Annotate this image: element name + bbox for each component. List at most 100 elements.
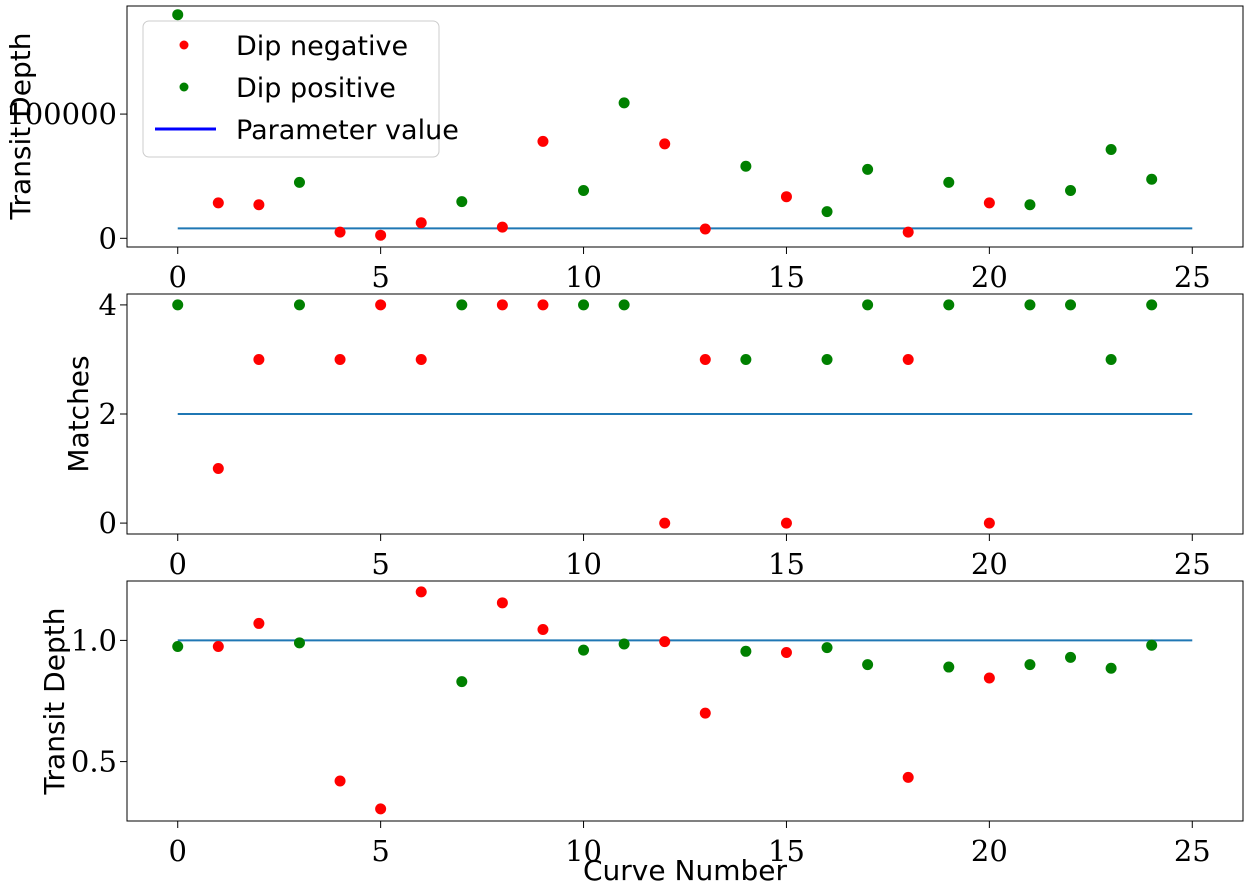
point-dip-negative (537, 135, 549, 147)
x-tick-label: 10 (565, 260, 602, 294)
point-dip-positive (293, 299, 305, 311)
point-dip-positive (618, 97, 630, 109)
point-dip-negative (212, 197, 224, 209)
point-dip-negative (537, 299, 549, 311)
y-axis-label: Matches (62, 355, 95, 472)
x-tick-label: 25 (1174, 260, 1211, 294)
point-dip-positive (293, 637, 305, 649)
y-axis-label: Transit Depth (4, 33, 37, 221)
point-dip-negative (699, 707, 711, 719)
x-tick-label: 15 (768, 260, 805, 294)
point-dip-positive (1065, 299, 1077, 311)
point-dip-negative (699, 223, 711, 235)
point-dip-positive (740, 645, 752, 657)
point-dip-negative (496, 597, 508, 609)
point-dip-negative (983, 197, 995, 209)
point-dip-positive (1105, 353, 1117, 365)
point-dip-negative (212, 463, 224, 475)
y-tick-label: 0.5 (71, 745, 117, 779)
point-dip-positive (1024, 299, 1036, 311)
point-dip-positive (578, 184, 590, 196)
legend: Dip negative Dip positive Parameter value (142, 20, 459, 158)
legend-marker (179, 40, 189, 50)
point-dip-positive (172, 640, 184, 652)
point-dip-positive (740, 160, 752, 172)
point-dip-negative (659, 517, 671, 529)
point-dip-positive (862, 659, 874, 671)
point-dip-negative (902, 226, 914, 238)
x-tick-label: 5 (371, 547, 389, 581)
y-tick-label: 2 (99, 397, 117, 431)
x-tick-label: 15 (768, 834, 805, 868)
point-dip-positive (862, 299, 874, 311)
plot-frame (126, 580, 1244, 822)
point-dip-positive (1105, 662, 1117, 674)
point-dip-positive (578, 299, 590, 311)
x-axis-label: Curve Number (583, 854, 787, 887)
point-dip-negative (415, 586, 427, 598)
point-dip-positive (618, 299, 630, 311)
point-dip-positive (943, 661, 955, 673)
y-tick-label: 4 (99, 288, 117, 322)
point-dip-negative (375, 229, 387, 241)
point-dip-positive (1024, 659, 1036, 671)
point-dip-positive (1146, 299, 1158, 311)
point-dip-positive (740, 353, 752, 365)
point-dip-negative (902, 771, 914, 783)
x-tick-label: 0 (169, 547, 187, 581)
point-dip-negative (334, 353, 346, 365)
point-dip-negative (659, 138, 671, 150)
point-dip-negative (334, 226, 346, 238)
point-dip-negative (780, 191, 792, 203)
point-dip-negative (212, 640, 224, 652)
point-dip-negative (253, 199, 265, 211)
point-dip-negative (375, 803, 387, 815)
legend-marker (179, 82, 189, 92)
x-tick-label: 25 (1174, 547, 1211, 581)
point-dip-negative (496, 221, 508, 233)
x-tick-label: 0 (169, 834, 187, 868)
point-dip-negative (415, 217, 427, 229)
point-dip-positive (1146, 173, 1158, 185)
point-dip-positive (618, 638, 630, 650)
y-tick-label: 0 (99, 506, 117, 540)
x-tick-label: 20 (971, 547, 1008, 581)
point-dip-positive (821, 206, 833, 218)
y-axis-label: Transit Depth (38, 608, 71, 796)
point-dip-positive (1065, 184, 1077, 196)
point-dip-negative (253, 617, 265, 629)
x-tick-label: 10 (565, 547, 602, 581)
point-dip-negative (537, 623, 549, 635)
point-dip-positive (1105, 143, 1117, 155)
plot-frame (126, 5, 1244, 248)
point-dip-negative (334, 775, 346, 787)
point-dip-negative (780, 517, 792, 529)
point-dip-negative (983, 517, 995, 529)
legend-label: Dip positive (236, 73, 396, 104)
point-dip-negative (780, 647, 792, 659)
legend-label: Dip negative (236, 31, 408, 62)
x-tick-label: 15 (768, 547, 805, 581)
y-tick-label: 0 (99, 221, 117, 255)
point-dip-positive (943, 299, 955, 311)
point-dip-negative (902, 353, 914, 365)
x-tick-label: 5 (371, 260, 389, 294)
point-dip-negative (253, 353, 265, 365)
point-dip-positive (1024, 199, 1036, 211)
point-dip-negative (983, 672, 995, 684)
point-dip-positive (862, 163, 874, 175)
x-tick-label: 20 (971, 260, 1008, 294)
point-dip-positive (293, 176, 305, 188)
point-dip-negative (415, 353, 427, 365)
point-dip-positive (821, 642, 833, 654)
x-tick-label: 25 (1174, 834, 1211, 868)
y-tick-label: 1.0 (71, 623, 117, 657)
point-dip-positive (1146, 639, 1158, 651)
point-dip-positive (456, 676, 468, 688)
point-dip-positive (943, 176, 955, 188)
point-dip-positive (172, 9, 184, 21)
